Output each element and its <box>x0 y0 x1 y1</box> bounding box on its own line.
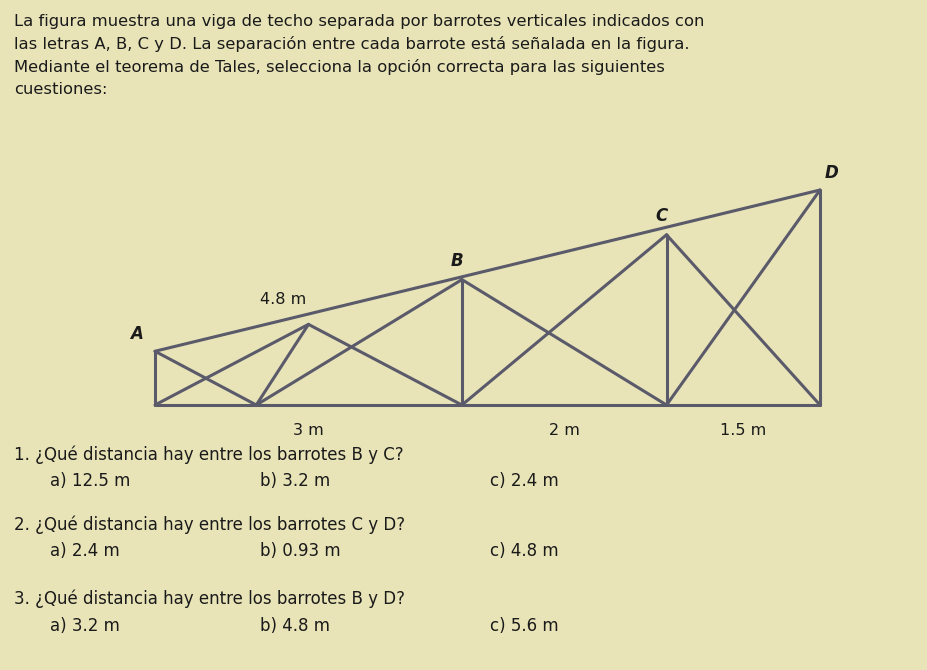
Text: D: D <box>824 164 838 182</box>
Text: c) 5.6 m: c) 5.6 m <box>489 617 558 635</box>
Text: 2. ¿Qué distancia hay entre los barrotes C y D?: 2. ¿Qué distancia hay entre los barrotes… <box>14 515 405 533</box>
Text: 4.8 m: 4.8 m <box>260 292 306 308</box>
Text: b) 4.8 m: b) 4.8 m <box>260 617 330 635</box>
Text: a) 3.2 m: a) 3.2 m <box>50 617 120 635</box>
Text: A: A <box>131 325 144 343</box>
Text: 3 m: 3 m <box>293 423 324 438</box>
Text: B: B <box>451 251 463 269</box>
Text: a) 2.4 m: a) 2.4 m <box>50 542 120 560</box>
Text: La figura muestra una viga de techo separada por barrotes verticales indicados c: La figura muestra una viga de techo sepa… <box>14 14 704 97</box>
Text: 1.5 m: 1.5 m <box>719 423 766 438</box>
Text: a) 12.5 m: a) 12.5 m <box>50 472 130 490</box>
Text: 3. ¿Qué distancia hay entre los barrotes B y D?: 3. ¿Qué distancia hay entre los barrotes… <box>14 590 404 608</box>
Text: 2 m: 2 m <box>548 423 579 438</box>
Text: c) 4.8 m: c) 4.8 m <box>489 542 558 560</box>
Text: b) 0.93 m: b) 0.93 m <box>260 542 340 560</box>
Text: b) 3.2 m: b) 3.2 m <box>260 472 330 490</box>
Text: 1. ¿Qué distancia hay entre los barrotes B y C?: 1. ¿Qué distancia hay entre los barrotes… <box>14 445 403 464</box>
Text: c) 2.4 m: c) 2.4 m <box>489 472 558 490</box>
Text: C: C <box>654 207 667 225</box>
